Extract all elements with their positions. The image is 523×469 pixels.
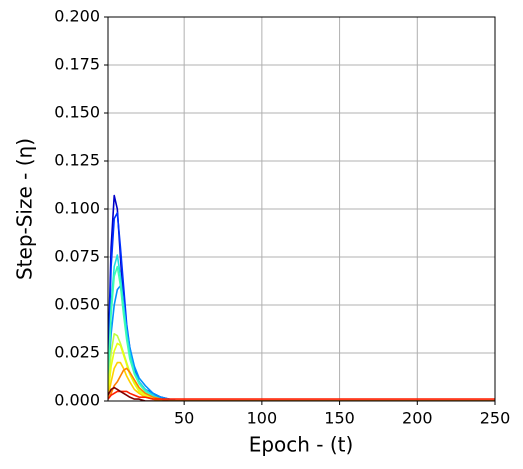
x-tick-label: 100 bbox=[247, 409, 278, 428]
x-tick-label: 50 bbox=[174, 409, 194, 428]
series-line bbox=[108, 285, 495, 401]
series-line bbox=[108, 367, 495, 401]
series-line bbox=[108, 254, 495, 401]
y-axis-label: Step-Size - (η) bbox=[13, 138, 37, 280]
series-line bbox=[108, 212, 495, 401]
series-line bbox=[108, 386, 495, 401]
x-tick-label: 150 bbox=[324, 409, 355, 428]
y-tick-label: 0.175 bbox=[54, 55, 100, 74]
series-line bbox=[108, 333, 495, 401]
lines bbox=[108, 194, 495, 401]
y-tick-label: 0.200 bbox=[54, 7, 100, 26]
series-line bbox=[108, 390, 495, 400]
series-line bbox=[108, 361, 495, 401]
y-tick-label: 0.100 bbox=[54, 199, 100, 218]
y-tick-label: 0.125 bbox=[54, 151, 100, 170]
y-tick-label: 0.075 bbox=[54, 247, 100, 266]
x-tick-label: 200 bbox=[402, 409, 433, 428]
x-tick-label: 250 bbox=[480, 409, 511, 428]
y-tick-label: 0.150 bbox=[54, 103, 100, 122]
x-axis-label: Epoch - (t) bbox=[249, 433, 354, 457]
series-line bbox=[108, 194, 495, 401]
series-line bbox=[108, 265, 495, 401]
grid bbox=[108, 16, 496, 402]
y-tick-label: 0.025 bbox=[54, 343, 100, 362]
y-tick-label: 0.050 bbox=[54, 295, 100, 314]
y-tick-label: 0.000 bbox=[54, 391, 100, 410]
series-line bbox=[108, 342, 495, 401]
